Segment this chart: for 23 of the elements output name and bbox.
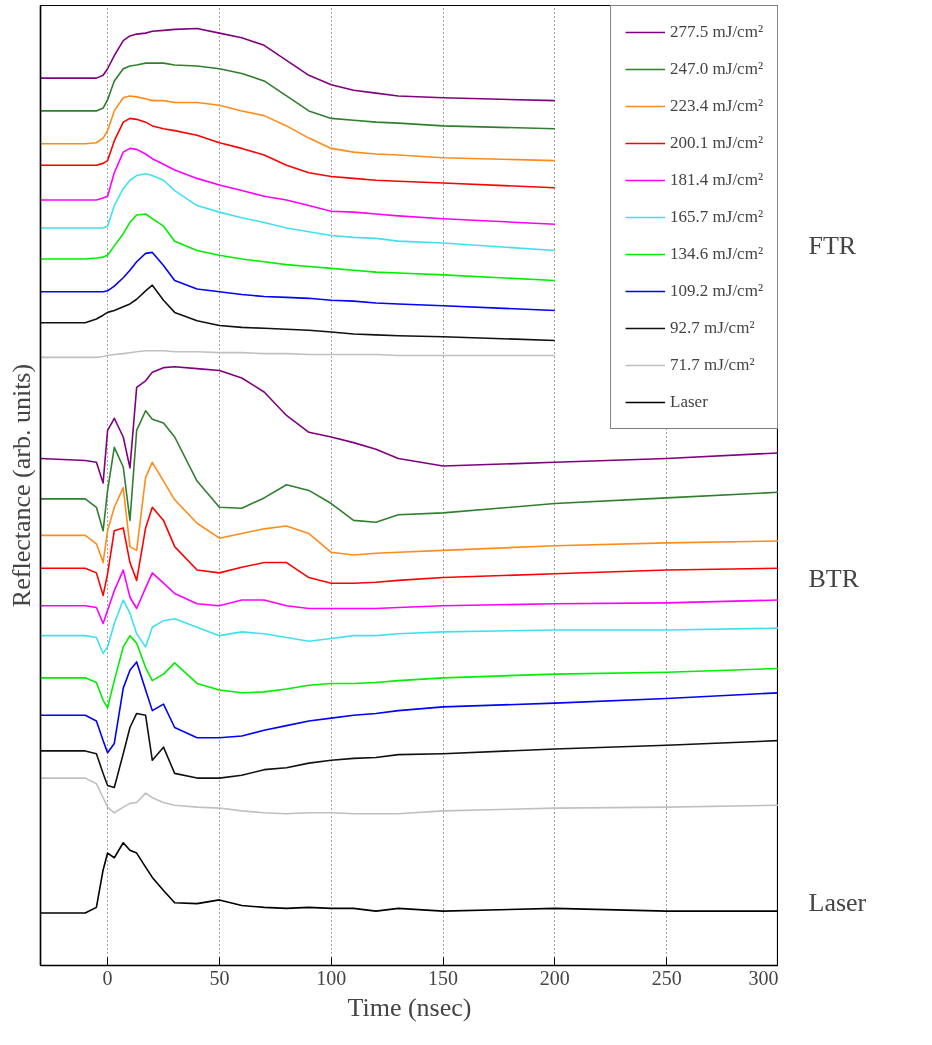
legend-label: Laser: [670, 391, 708, 413]
legend-label: 223.4 mJ/cm²: [670, 95, 763, 117]
x-tick-label: 150: [428, 966, 459, 989]
x-tick-label: 50: [209, 966, 230, 989]
x-tick-label: 0: [102, 966, 113, 989]
x-tick-label: 300: [748, 966, 779, 989]
legend-label: 165.7 mJ/cm²: [670, 206, 763, 228]
x-tick-label: 200: [539, 966, 570, 989]
x-tick-label: 250: [651, 966, 682, 989]
text: BTR: [808, 564, 860, 594]
legend-label: 109.2 mJ/cm²: [670, 280, 763, 302]
y-axis-title: Reflectance (arb. units): [6, 363, 36, 608]
legend-label: 181.4 mJ/cm²: [670, 169, 763, 191]
x-tick-label: 100: [316, 966, 347, 989]
text: Laser: [808, 887, 867, 917]
legend-label: 134.6 mJ/cm²: [670, 243, 763, 265]
legend-label: 92.7 mJ/cm²: [670, 317, 755, 339]
legend-label: 247.0 mJ/cm²: [670, 58, 763, 80]
legend-label: 277.5 mJ/cm²: [670, 21, 763, 43]
legend-label: 71.7 mJ/cm²: [670, 354, 755, 376]
text: FTR: [808, 231, 857, 260]
x-axis-title: Time (nsec): [347, 992, 472, 1022]
legend-label: 200.1 mJ/cm²: [670, 132, 763, 154]
